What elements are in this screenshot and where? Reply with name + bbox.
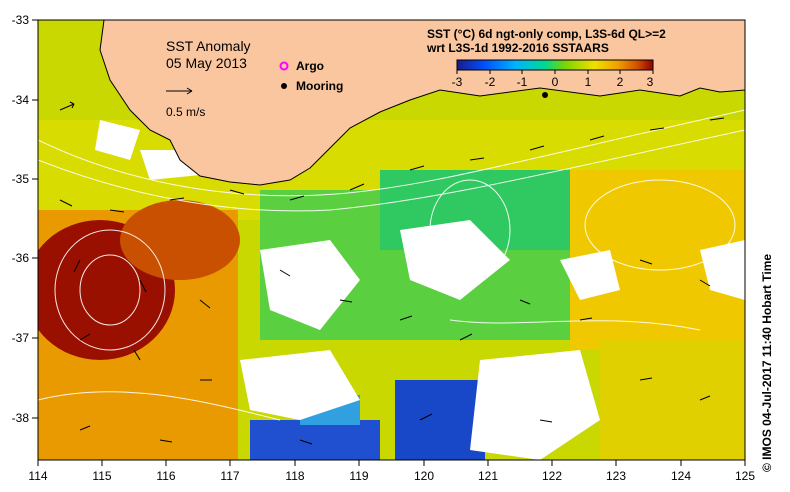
- x-tick-label: 120: [414, 469, 434, 483]
- anomaly-cold-south-2: [395, 380, 485, 460]
- map-plot-area: [38, 20, 745, 460]
- colorbar-tick-label: -2: [485, 75, 496, 89]
- y-tick-label: -38: [12, 411, 30, 425]
- x-tick-label: 117: [220, 469, 239, 483]
- y-tick-label: -36: [12, 251, 30, 265]
- product-description-line1: SST (°C) 6d ngt-only comp, L3S-6d QL>=2: [427, 27, 666, 41]
- x-tick-label: 116: [156, 469, 175, 483]
- cloud-mask-4: [470, 350, 600, 460]
- colorbar-tick-label: 0: [552, 75, 559, 89]
- colorbar-tick-label: 3: [647, 75, 654, 89]
- anomaly-cold-south: [250, 420, 380, 460]
- cloud-mask-3: [240, 350, 360, 420]
- x-tick-label: 118: [285, 469, 304, 483]
- x-axis-labels: 114 115 116 117 118 119 120 121 122 123 …: [28, 469, 755, 483]
- mooring-icon: [281, 83, 287, 89]
- cloud-mask-7: [95, 120, 140, 160]
- velocity-scale: 0.5 m/s: [166, 87, 205, 119]
- velocity-vectors: [59, 101, 725, 445]
- cloud-mask-1: [260, 240, 360, 330]
- velocity-scale-label: 0.5 m/s: [166, 105, 205, 119]
- colorbar-tick-label: -3: [452, 75, 463, 89]
- argo-legend-label: Argo: [296, 59, 324, 73]
- colorbar-tick-label: -1: [517, 75, 528, 89]
- product-description-line2: wrt L3S-1d 1992-2016 SSTAARS: [426, 41, 609, 55]
- y-axis-labels: -33 -34 -35 -36 -37 -38: [12, 13, 30, 425]
- x-tick-label: 123: [606, 469, 626, 483]
- anomaly-southeast: [600, 340, 745, 460]
- x-tick-label: 125: [735, 469, 755, 483]
- axis-ticks: [32, 19, 746, 466]
- y-tick-label: -34: [12, 93, 30, 107]
- mooring-marker: [542, 92, 548, 98]
- x-tick-label: 124: [671, 469, 691, 483]
- cloud-mask-5: [560, 250, 620, 300]
- x-tick-label: 119: [349, 469, 368, 483]
- plot-border: [37, 19, 746, 461]
- x-tick-label: 122: [542, 469, 562, 483]
- ssh-contours: [38, 109, 745, 421]
- colorbar: -3 -2 -1 0 1 2 3: [452, 59, 654, 89]
- mooring-legend-label: Mooring: [296, 79, 343, 93]
- anomaly-warm-lobe: [120, 200, 240, 280]
- y-tick-label: -33: [12, 13, 30, 27]
- argo-float-icon: [279, 61, 289, 71]
- cloud-mask-8: [700, 240, 745, 300]
- x-tick-label: 115: [92, 469, 111, 483]
- marker-legend: Argo Mooring: [279, 59, 343, 93]
- map-title: SST Anomaly: [166, 38, 251, 54]
- colorbar-gradient: [456, 59, 654, 71]
- x-tick-label: 121: [478, 469, 498, 483]
- colorbar-tick-label: 1: [585, 75, 592, 89]
- colorbar-tick-label: 2: [617, 75, 624, 89]
- y-tick-label: -35: [12, 172, 30, 186]
- cloud-mask-2: [400, 220, 510, 300]
- map-date: 05 May 2013: [166, 55, 247, 71]
- x-tick-label: 114: [28, 469, 47, 483]
- imos-credit: © IMOS 04-Jul-2017 11:40 Hobart Time: [760, 253, 774, 472]
- y-tick-label: -37: [12, 331, 30, 345]
